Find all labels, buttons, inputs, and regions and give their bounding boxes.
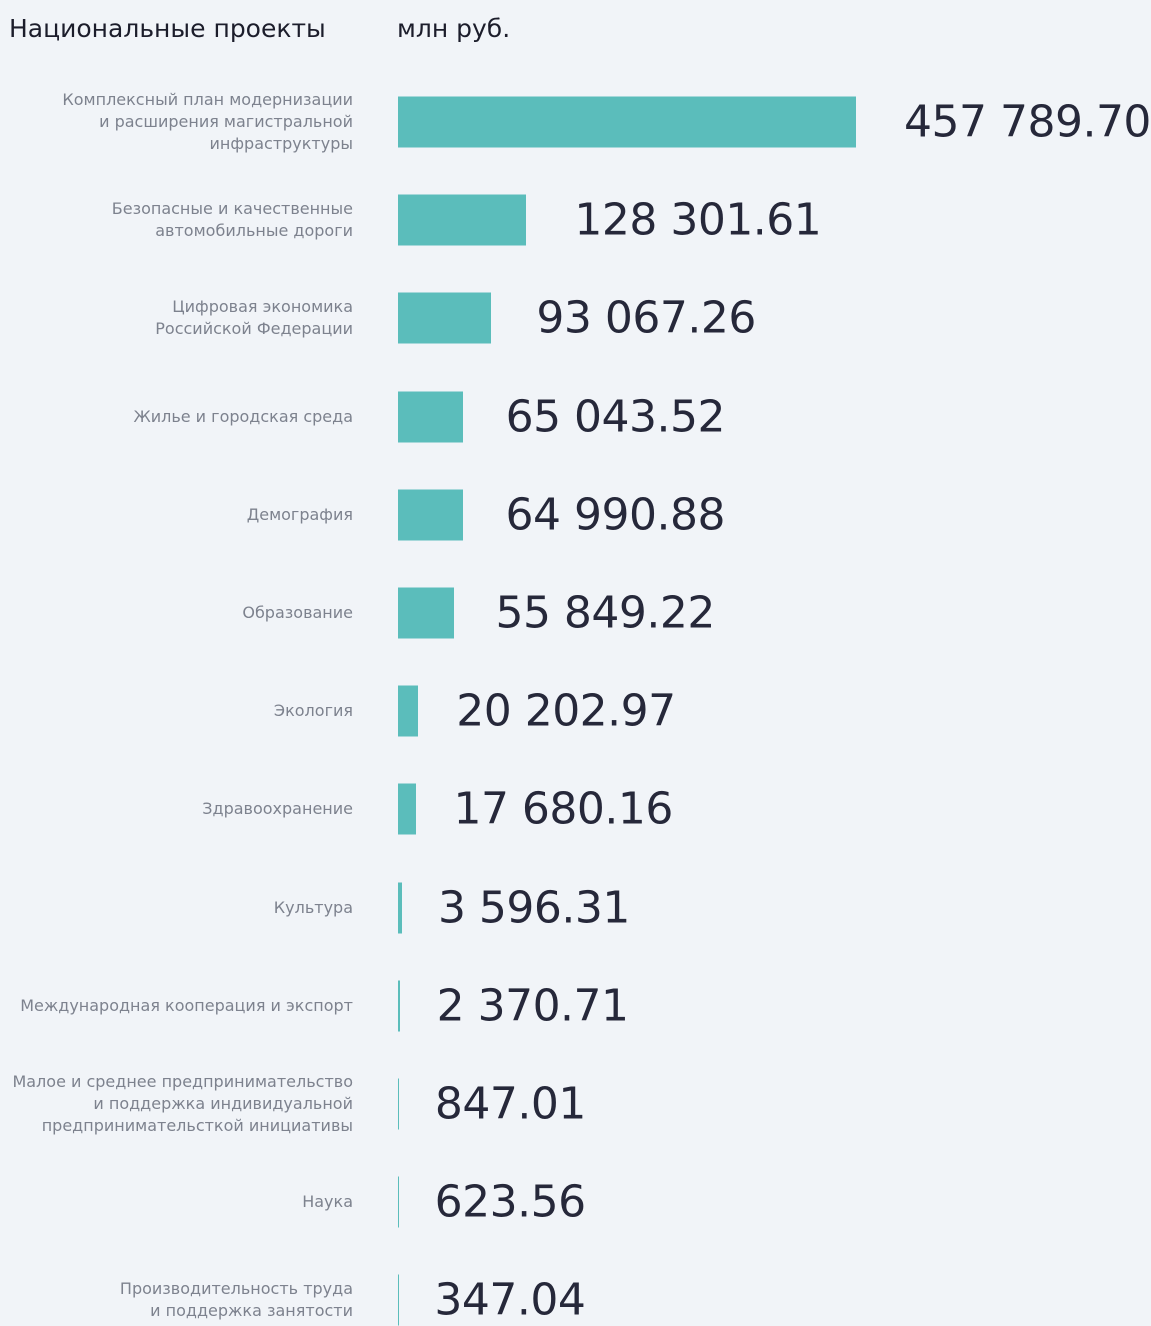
value-label: 65 043.52 <box>506 391 725 442</box>
category-label: Демография <box>0 504 353 526</box>
bar <box>398 686 418 737</box>
value-label: 93 067.26 <box>536 293 755 344</box>
category-label: Наука <box>0 1191 353 1213</box>
value-label: 64 990.88 <box>506 489 725 540</box>
chart-title: Национальные проекты <box>9 14 326 43</box>
category-label: Безопасные и качественные автомобильные … <box>0 198 353 242</box>
value-label: 3 596.31 <box>438 882 630 933</box>
category-label: Производительность труда и поддержка зан… <box>0 1278 353 1322</box>
bar <box>398 784 416 835</box>
bar <box>398 391 463 442</box>
category-label: Культура <box>0 897 353 919</box>
value-label: 347.04 <box>434 1275 585 1326</box>
bar <box>398 588 454 639</box>
value-label: 17 680.16 <box>453 784 672 835</box>
category-label: Комплексный план модернизации и расширен… <box>0 89 353 155</box>
value-label: 20 202.97 <box>456 686 675 737</box>
category-label: Международная кооперация и экспорт <box>0 995 353 1017</box>
value-axis-label: млн руб. <box>397 14 510 43</box>
value-label: 55 849.22 <box>495 588 714 639</box>
bar <box>398 293 491 344</box>
value-label: 623.56 <box>435 1177 586 1228</box>
bar <box>398 882 402 933</box>
category-label: Образование <box>0 602 353 624</box>
bar <box>398 1177 399 1228</box>
bar <box>398 97 856 148</box>
value-label: 847.01 <box>435 1079 586 1130</box>
bar <box>398 1079 399 1130</box>
category-label: Жилье и городская среда <box>0 406 353 428</box>
bar <box>398 489 463 540</box>
bar <box>398 980 400 1031</box>
category-label: Цифровая экономика Российской Федерации <box>0 296 353 340</box>
category-label: Здравоохранение <box>0 798 353 820</box>
value-label: 2 370.71 <box>437 980 629 1031</box>
value-label: 457 789.70 <box>904 97 1151 148</box>
category-label: Малое и среднее предпринимательство и по… <box>0 1071 353 1137</box>
bar <box>398 195 526 246</box>
category-label: Экология <box>0 700 353 722</box>
value-label: 128 301.61 <box>574 195 821 246</box>
